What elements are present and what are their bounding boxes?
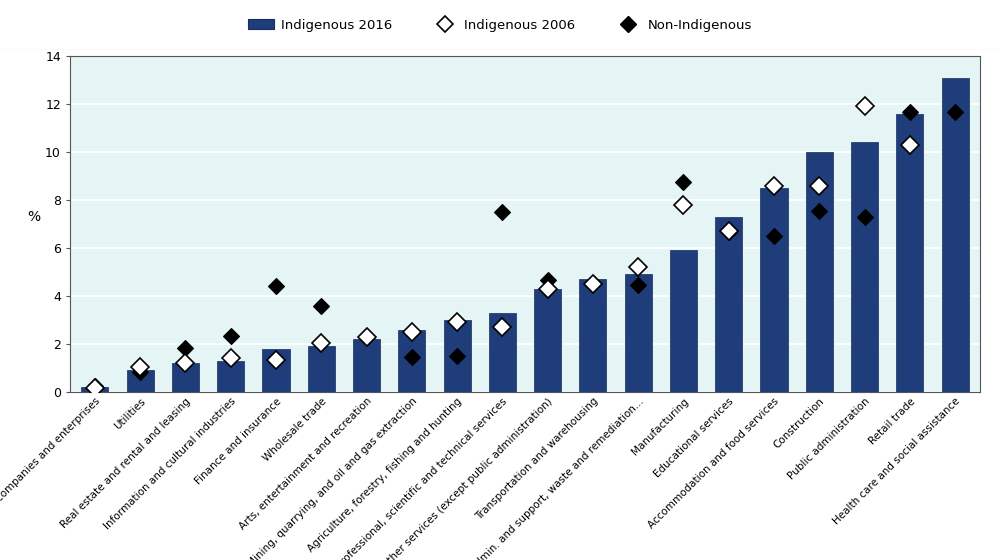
Bar [127, 370, 154, 392]
Bar [851, 142, 878, 392]
Bar [308, 347, 335, 392]
Bar [262, 349, 290, 392]
Bar [444, 320, 471, 392]
Bar [489, 313, 516, 392]
Bar [172, 363, 199, 392]
Bar [715, 217, 742, 392]
Bar [81, 387, 108, 392]
Legend: Indigenous 2016, Indigenous 2006, Non-Indigenous: Indigenous 2016, Indigenous 2006, Non-In… [242, 13, 758, 37]
Bar [896, 114, 923, 392]
Bar [806, 152, 833, 392]
Bar [579, 279, 606, 392]
Y-axis label: %: % [27, 210, 41, 224]
Bar [760, 188, 788, 392]
Bar [398, 330, 425, 392]
Bar [670, 250, 697, 392]
Bar [942, 78, 969, 392]
Bar [353, 339, 380, 392]
Bar [625, 274, 652, 392]
Bar [217, 361, 244, 392]
Bar [534, 289, 561, 392]
